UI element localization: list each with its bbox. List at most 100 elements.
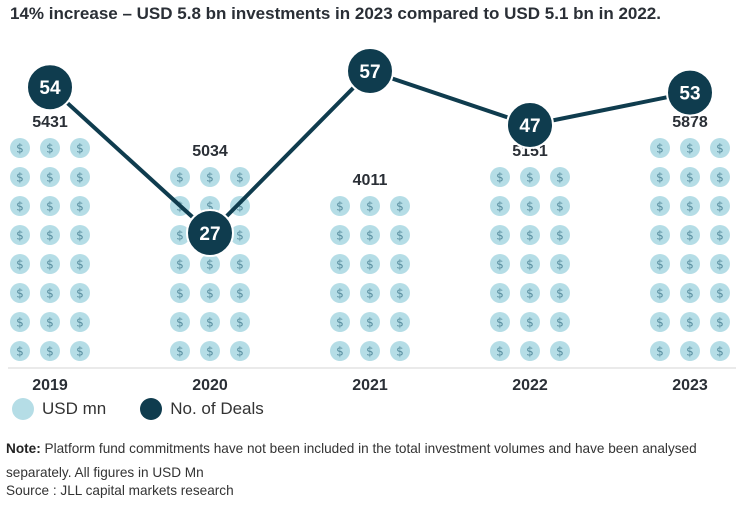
dollar-sign-glyph: $ bbox=[556, 287, 564, 301]
deal-legend-swatch bbox=[140, 398, 163, 420]
dollar-coin-icon bbox=[650, 196, 670, 216]
deal-count-label: 54 bbox=[39, 78, 61, 99]
dollar-sign-glyph: $ bbox=[176, 316, 184, 330]
dollar-coin-icon bbox=[70, 138, 90, 158]
dollar-sign-glyph: $ bbox=[16, 142, 24, 156]
dollar-sign-glyph: $ bbox=[656, 142, 664, 156]
dollar-sign-glyph: $ bbox=[206, 345, 214, 359]
dollar-sign-glyph: $ bbox=[236, 287, 244, 301]
dollar-coin-icon bbox=[490, 254, 510, 274]
dollar-coin-icon bbox=[40, 138, 60, 158]
dollar-coin-icon bbox=[710, 341, 730, 361]
legend-item-usd: USD mn bbox=[12, 398, 106, 420]
dollar-coin-icon bbox=[200, 312, 220, 332]
dollar-sign-glyph: $ bbox=[396, 345, 404, 359]
dollar-coin-icon bbox=[680, 341, 700, 361]
dollar-coin-icon bbox=[70, 196, 90, 216]
dollar-coin-icon bbox=[710, 312, 730, 332]
dollar-sign-glyph: $ bbox=[556, 200, 564, 214]
deal-marker bbox=[26, 63, 74, 112]
dollar-sign-glyph: $ bbox=[236, 258, 244, 272]
dollar-coin-icon bbox=[170, 167, 190, 187]
dollar-sign-glyph: $ bbox=[236, 171, 244, 185]
dollar-sign-glyph: $ bbox=[336, 316, 344, 330]
legend-label-deals: No. of Deals bbox=[170, 399, 264, 418]
dollar-coin-icon bbox=[170, 225, 190, 245]
dollar-coin-icon bbox=[390, 196, 410, 216]
dollar-sign-glyph: $ bbox=[76, 229, 84, 243]
dollar-sign-glyph: $ bbox=[176, 345, 184, 359]
dollar-sign-glyph: $ bbox=[16, 258, 24, 272]
dollar-sign-glyph: $ bbox=[716, 258, 724, 272]
dollar-sign-glyph: $ bbox=[16, 200, 24, 214]
dollar-coin-icon bbox=[230, 225, 250, 245]
usd-value-label: 5034 bbox=[192, 143, 228, 160]
dollar-coin-icon bbox=[390, 283, 410, 303]
dollar-sign-glyph: $ bbox=[176, 287, 184, 301]
dollar-coin-icon bbox=[170, 341, 190, 361]
dollar-coin-icon bbox=[650, 312, 670, 332]
dollar-coin-icon bbox=[230, 254, 250, 274]
dollar-sign-glyph: $ bbox=[526, 229, 534, 243]
dollar-sign-glyph: $ bbox=[76, 258, 84, 272]
dollar-sign-glyph: $ bbox=[496, 171, 504, 185]
dollar-coin-icon bbox=[40, 196, 60, 216]
dollar-sign-glyph: $ bbox=[16, 229, 24, 243]
dollar-sign-glyph: $ bbox=[176, 229, 184, 243]
dollar-coin-icon bbox=[490, 225, 510, 245]
dollar-coin-icon bbox=[550, 167, 570, 187]
dollar-coin-icon bbox=[520, 312, 540, 332]
dollar-coin-icon bbox=[230, 341, 250, 361]
dollar-sign-glyph: $ bbox=[716, 142, 724, 156]
dollar-sign-glyph: $ bbox=[336, 229, 344, 243]
dollar-coin-icon bbox=[490, 312, 510, 332]
dollar-sign-glyph: $ bbox=[686, 258, 694, 272]
dollar-sign-glyph: $ bbox=[496, 345, 504, 359]
dollar-sign-glyph: $ bbox=[686, 287, 694, 301]
dollar-coin-icon bbox=[390, 225, 410, 245]
dollar-sign-glyph: $ bbox=[366, 345, 374, 359]
dollar-coin-icon bbox=[550, 283, 570, 303]
dollar-sign-glyph: $ bbox=[496, 258, 504, 272]
dollar-coin-icon bbox=[490, 283, 510, 303]
x-tick-label: 2019 bbox=[32, 377, 68, 394]
dollar-sign-glyph: $ bbox=[716, 200, 724, 214]
dollar-sign-glyph: $ bbox=[236, 345, 244, 359]
dollar-sign-glyph: $ bbox=[206, 258, 214, 272]
dollar-coin-icon bbox=[710, 167, 730, 187]
dollar-coin-icon bbox=[70, 312, 90, 332]
dollar-coin-icon bbox=[710, 138, 730, 158]
dollar-sign-glyph: $ bbox=[336, 345, 344, 359]
dollar-coin-icon bbox=[520, 283, 540, 303]
dollar-coin-icon bbox=[360, 196, 380, 216]
dollar-coin-icon bbox=[490, 196, 510, 216]
dollar-coin-icon bbox=[230, 283, 250, 303]
usd-value-label: 5878 bbox=[672, 114, 708, 131]
dollar-coin-icon bbox=[330, 341, 350, 361]
dollar-sign-glyph: $ bbox=[46, 142, 54, 156]
dollar-sign-glyph: $ bbox=[76, 316, 84, 330]
dollar-sign-glyph: $ bbox=[526, 200, 534, 214]
dollar-coin-icon bbox=[170, 312, 190, 332]
legend: USD mn No. of Deals bbox=[12, 398, 298, 420]
dollar-coin-icon bbox=[680, 167, 700, 187]
dollar-sign-glyph: $ bbox=[396, 316, 404, 330]
x-tick-label: 2020 bbox=[192, 377, 228, 394]
dollar-coin-icon bbox=[170, 283, 190, 303]
dollar-coin-icon bbox=[40, 254, 60, 274]
dollar-sign-glyph: $ bbox=[46, 287, 54, 301]
dollar-sign-glyph: $ bbox=[656, 200, 664, 214]
dollar-coin-icon bbox=[650, 254, 670, 274]
dollar-sign-glyph: $ bbox=[366, 316, 374, 330]
deal-count-label: 27 bbox=[199, 224, 220, 245]
dollar-sign-glyph: $ bbox=[206, 287, 214, 301]
dollar-coin-icon bbox=[10, 312, 30, 332]
dollar-sign-glyph: $ bbox=[46, 200, 54, 214]
dollar-sign-glyph: $ bbox=[496, 287, 504, 301]
dollar-coin-icon bbox=[40, 283, 60, 303]
source-line: Source : JLL capital markets research bbox=[6, 483, 234, 498]
dollar-coin-icon bbox=[70, 225, 90, 245]
dollar-coin-icon bbox=[360, 283, 380, 303]
dollar-coin-icon bbox=[710, 254, 730, 274]
dollar-coin-icon bbox=[520, 254, 540, 274]
